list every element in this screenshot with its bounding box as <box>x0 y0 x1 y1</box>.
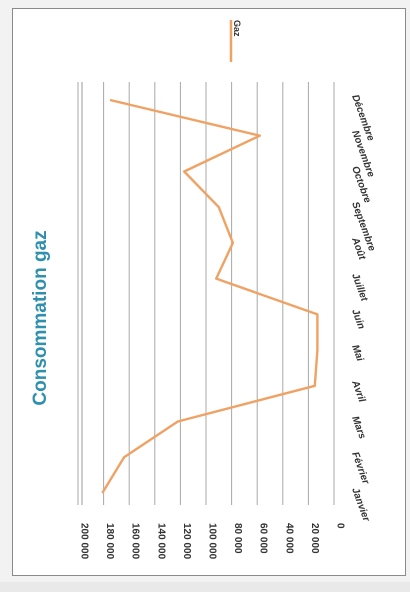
category-tick-label: Février <box>349 451 371 487</box>
value-tick-label: 200 000 <box>79 523 90 560</box>
series-line-gaz <box>101 98 319 494</box>
value-tick-label: 20 000 <box>309 523 320 554</box>
legend-label: Gaz <box>232 20 242 37</box>
category-tick-label: Juin <box>349 308 366 331</box>
series-layer <box>101 98 319 494</box>
value-tick-label: 100 000 <box>207 523 218 560</box>
category-tick-label: Mars <box>349 415 367 441</box>
legend: Gaz <box>229 20 242 62</box>
value-tick-label: 120 000 <box>181 523 192 560</box>
chart-title: Consommation gaz <box>30 230 51 405</box>
category-tick-label: Juillet <box>349 272 369 304</box>
chart-title-group: Consommation gaz <box>30 230 51 405</box>
value-tick-label: 140 000 <box>155 523 166 560</box>
grid <box>77 82 335 505</box>
value-tick-label: 40 000 <box>283 523 294 554</box>
category-tick-label: Janvier <box>349 486 372 524</box>
value-tick-label: 160 000 <box>130 523 141 560</box>
category-tick-labels: JanvierFévrierMarsAvrilMaiJuinJuilletAoû… <box>349 93 378 524</box>
category-tick-label: Mai <box>349 343 365 363</box>
value-tick-label: 60 000 <box>258 523 269 554</box>
value-tick-labels: 0 20 000 40 000 60 000 80 000 100 000 120 000 1… <box>79 523 346 560</box>
page-margin <box>0 582 410 592</box>
category-tick-label: Avril <box>349 378 367 404</box>
value-tick-label: 180 000 <box>104 523 115 560</box>
value-tick-label: 80 000 <box>232 523 243 554</box>
value-tick-label: 0 <box>335 523 346 529</box>
